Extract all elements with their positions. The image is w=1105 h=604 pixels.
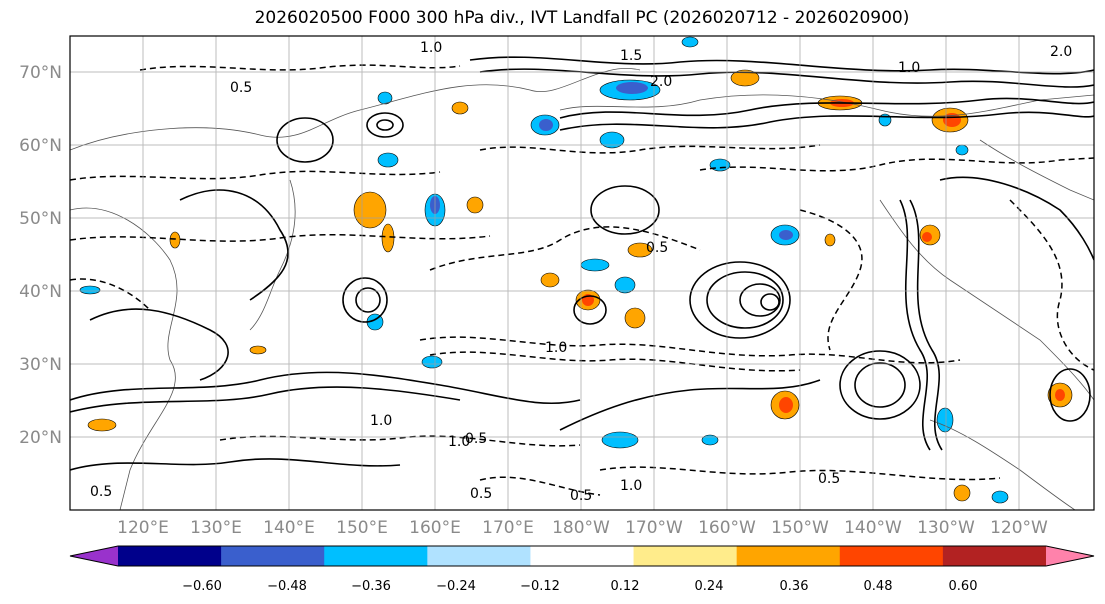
contour-label: 1.0 xyxy=(370,413,392,429)
lon-label: 120°W xyxy=(990,518,1048,538)
lon-label: 120°E xyxy=(117,518,169,538)
colorbar-swatch xyxy=(530,546,635,566)
map-panel: 1.0 0.5 2.0 1.5 0.5 1.0 0.5 1.0 1.0 0.5 … xyxy=(69,35,1095,511)
contour-label: 0.5 xyxy=(818,471,840,487)
contour-label: 0.5 xyxy=(570,488,592,504)
lat-label-50n: 50°N xyxy=(19,209,62,229)
contour-label: 1.0 xyxy=(898,60,920,76)
lat-label-70n: 70°N xyxy=(19,63,62,83)
map-title: 2026020500 F000 300 hPa div., IVT Landfa… xyxy=(254,8,910,28)
lon-label: 150°W xyxy=(771,518,829,538)
longitude-labels: 120°E 130°E 140°E 150°E 160°E 170°E 180°… xyxy=(117,518,1048,538)
colorbar-outline xyxy=(69,545,1095,567)
contour-label: 1.0 xyxy=(448,434,470,450)
ivt-negative-contours xyxy=(70,64,1094,496)
contour-label: 1.5 xyxy=(620,48,642,64)
contour-label: 0.5 xyxy=(230,80,252,96)
lon-label: 130°E xyxy=(190,518,242,538)
lat-label-30n: 30°N xyxy=(19,355,62,375)
colorbar-swatch xyxy=(118,546,222,566)
colorbar-tick-label: −0.60 xyxy=(182,579,222,594)
lon-label: 130°W xyxy=(917,518,975,538)
colorbar-swatches xyxy=(69,545,1095,567)
colorbar-tick-label: −0.48 xyxy=(267,579,307,594)
contour-label: 0.5 xyxy=(90,484,112,500)
colorbar-swatch xyxy=(839,546,944,566)
colorbar: −0.60 −0.48 −0.36 −0.24 −0.12 0.12 0.24 … xyxy=(69,545,1095,594)
colorbar-tick-label: −0.12 xyxy=(520,579,560,594)
colorbar-tick-label: 0.36 xyxy=(780,579,809,594)
coastlines xyxy=(70,68,1094,510)
contour-label: 0.5 xyxy=(470,486,492,502)
latitude-labels: 70°N 60°N 50°N 40°N 30°N 20°N xyxy=(19,63,62,448)
colorbar-tick-labels: −0.60 −0.48 −0.36 −0.24 −0.12 0.12 0.24 … xyxy=(182,579,977,594)
colorbar-tick-label: 0.12 xyxy=(611,579,640,594)
colorbar-tick-label: 0.48 xyxy=(864,579,893,594)
lat-label-60n: 60°N xyxy=(19,136,62,156)
map-frame xyxy=(69,35,1095,511)
ivt-positive-contours xyxy=(70,56,1094,471)
lon-label: 160°W xyxy=(698,518,756,538)
colorbar-tick-label: 0.24 xyxy=(695,579,724,594)
colorbar-swatch xyxy=(633,546,738,566)
colorbar-tick-label: 0.60 xyxy=(949,579,978,594)
contour-label: 2.0 xyxy=(1050,44,1072,60)
contour-labels: 1.0 0.5 2.0 1.5 0.5 1.0 0.5 1.0 1.0 0.5 … xyxy=(90,40,1072,504)
colorbar-tick-label: −0.24 xyxy=(436,579,476,594)
lon-label: 180°W xyxy=(552,518,610,538)
lat-label-40n: 40°N xyxy=(19,282,62,302)
colorbar-tick-label: −0.36 xyxy=(351,579,391,594)
lon-label: 140°W xyxy=(844,518,902,538)
colorbar-swatch xyxy=(221,546,325,566)
colorbar-extend-min xyxy=(70,546,118,566)
colorbar-swatch xyxy=(736,546,841,566)
contour-label: 0.5 xyxy=(646,240,668,256)
graticule xyxy=(70,36,1094,510)
lon-label: 170°E xyxy=(482,518,534,538)
lon-label: 140°E xyxy=(263,518,315,538)
strong-negative-divergence-areas xyxy=(430,82,793,240)
contour-label: 1.0 xyxy=(420,40,442,56)
colorbar-extend-max xyxy=(1046,546,1094,566)
contour-label: 1.0 xyxy=(545,340,567,356)
contour-label: 0.5 xyxy=(465,431,487,447)
colorbar-swatch xyxy=(427,546,531,566)
colorbar-swatch xyxy=(324,546,428,566)
lon-label: 170°W xyxy=(625,518,683,538)
lon-label: 150°E xyxy=(336,518,388,538)
lon-label: 160°E xyxy=(409,518,461,538)
lat-label-20n: 20°N xyxy=(19,428,62,448)
contour-label: 2.0 xyxy=(650,74,672,90)
contour-label: 1.0 xyxy=(620,478,642,494)
colorbar-swatch xyxy=(942,546,1047,566)
